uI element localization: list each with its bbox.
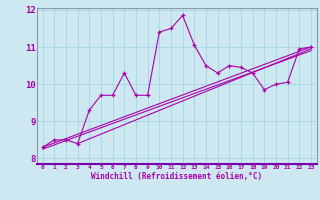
- X-axis label: Windchill (Refroidissement éolien,°C): Windchill (Refroidissement éolien,°C): [91, 172, 262, 181]
